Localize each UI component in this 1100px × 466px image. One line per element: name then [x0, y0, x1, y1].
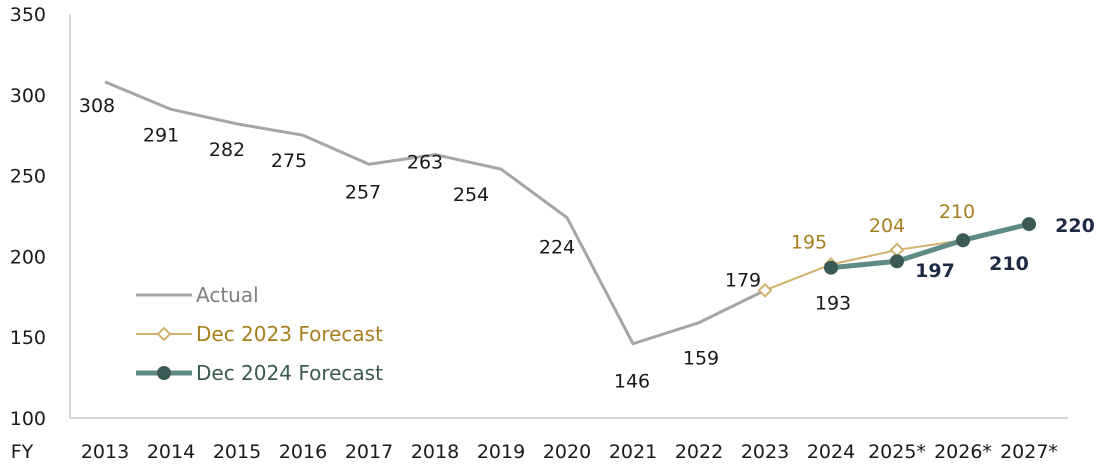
y-tick-label: 150 [10, 327, 46, 349]
data-label-actual: 159 [683, 348, 719, 370]
x-tick-label: 2016 [279, 441, 327, 463]
data-label-actual: 146 [614, 371, 650, 393]
legend-label-actual: Actual [196, 283, 259, 307]
data-label-actual: 179 [725, 269, 761, 291]
x-tick-label: 2017 [345, 441, 393, 463]
legend-label-dec-2023-forecast: Dec 2023 Forecast [196, 322, 383, 346]
legend-marker-dec-2023-forecast [156, 326, 172, 342]
data-label-dec-2023-forecast: 204 [869, 215, 905, 237]
marker-dec-2024-forecast [1022, 217, 1036, 232]
axes: 100 150 200 250 300 350 FY 2013 2014 2015 2016 2017… [10, 4, 1068, 463]
x-tick-label: 2024 [807, 441, 855, 463]
y-tick-label: 100 [10, 408, 46, 430]
data-label-actual: 275 [271, 150, 307, 172]
data-label-actual: 291 [143, 124, 179, 146]
data-label-actual: 282 [209, 139, 245, 161]
legend: Actual Dec 2023 Forecast Dec 2024 Forecast [136, 283, 383, 385]
legend-label-dec-2024-forecast: Dec 2024 Forecast [196, 361, 383, 385]
x-axis-prefix: FY [11, 441, 34, 463]
data-label-actual: 257 [345, 181, 381, 203]
data-label-actual: 254 [453, 184, 489, 206]
data-label-dec-2023-forecast: 210 [939, 201, 975, 223]
data-label-dec-2024-forecast: 193 [815, 293, 851, 315]
data-labels: 308 291 282 275 257 263 254 224 146 159 179 195 204 2… [79, 95, 1095, 393]
x-tick-label: 2014 [147, 441, 195, 463]
marker-dec-2024-forecast [890, 254, 904, 269]
legend-marker-dec-2024-forecast [157, 366, 171, 380]
marker-dec-2024-forecast [956, 233, 970, 248]
y-tick-label: 350 [10, 4, 46, 26]
x-tick-label: 2025* [868, 441, 926, 463]
x-tick-label: 2019 [477, 441, 525, 463]
x-tick-label: 2020 [543, 441, 591, 463]
y-tick-label: 200 [10, 246, 46, 268]
data-label-dec-2023-forecast: 195 [791, 231, 827, 253]
x-tick-label: 2023 [741, 441, 789, 463]
marker-dec-2023-forecast [889, 242, 905, 258]
series-line-actual [104, 80, 766, 346]
x-tick-label: 2013 [81, 441, 129, 463]
series-line-dec-2024-forecast [830, 221, 1030, 271]
y-tick-label: 300 [10, 85, 46, 107]
data-label-dec-2024-forecast: 197 [915, 260, 955, 282]
x-tick-label: 2018 [411, 441, 459, 463]
x-tick-label: 2027* [1000, 441, 1058, 463]
marker-dec-2024-forecast [824, 260, 838, 275]
x-tick-label: 2015 [213, 441, 261, 463]
x-tick-label: 2022 [675, 441, 723, 463]
data-label-actual: 263 [407, 152, 443, 174]
x-tick-label: 2021 [609, 441, 657, 463]
marker-dec-2023-forecast [757, 282, 773, 298]
x-tick-label: 2026* [934, 441, 992, 463]
data-label-dec-2024-forecast: 210 [989, 253, 1029, 275]
series-layer [104, 80, 1036, 346]
data-label-dec-2024-forecast: 220 [1055, 215, 1095, 237]
series-line-dec-2023-forecast [764, 239, 964, 292]
data-label-actual: 224 [539, 237, 575, 259]
y-tick-label: 250 [10, 166, 46, 188]
data-label-actual: 308 [79, 95, 115, 117]
